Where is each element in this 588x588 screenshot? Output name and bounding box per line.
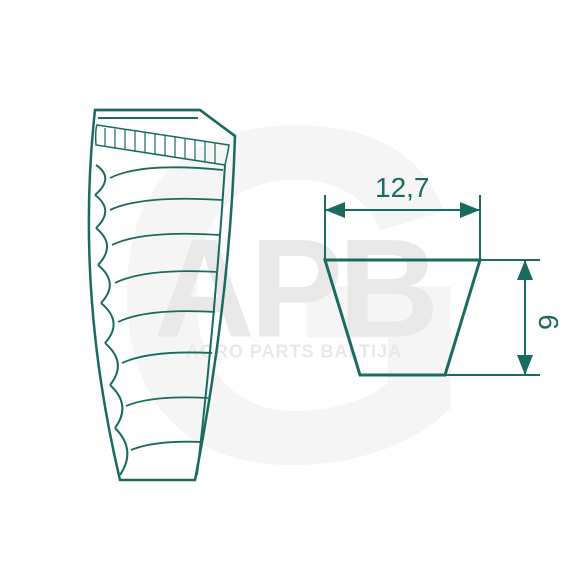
technical-diagram (0, 0, 588, 588)
belt-cord-pattern (96, 125, 229, 165)
width-dimension-label: 12,7 (375, 172, 430, 204)
cross-section-trapezoid (325, 195, 540, 375)
belt-cutaway-illustration (89, 110, 235, 480)
height-dimension-label: 9 (533, 314, 565, 330)
